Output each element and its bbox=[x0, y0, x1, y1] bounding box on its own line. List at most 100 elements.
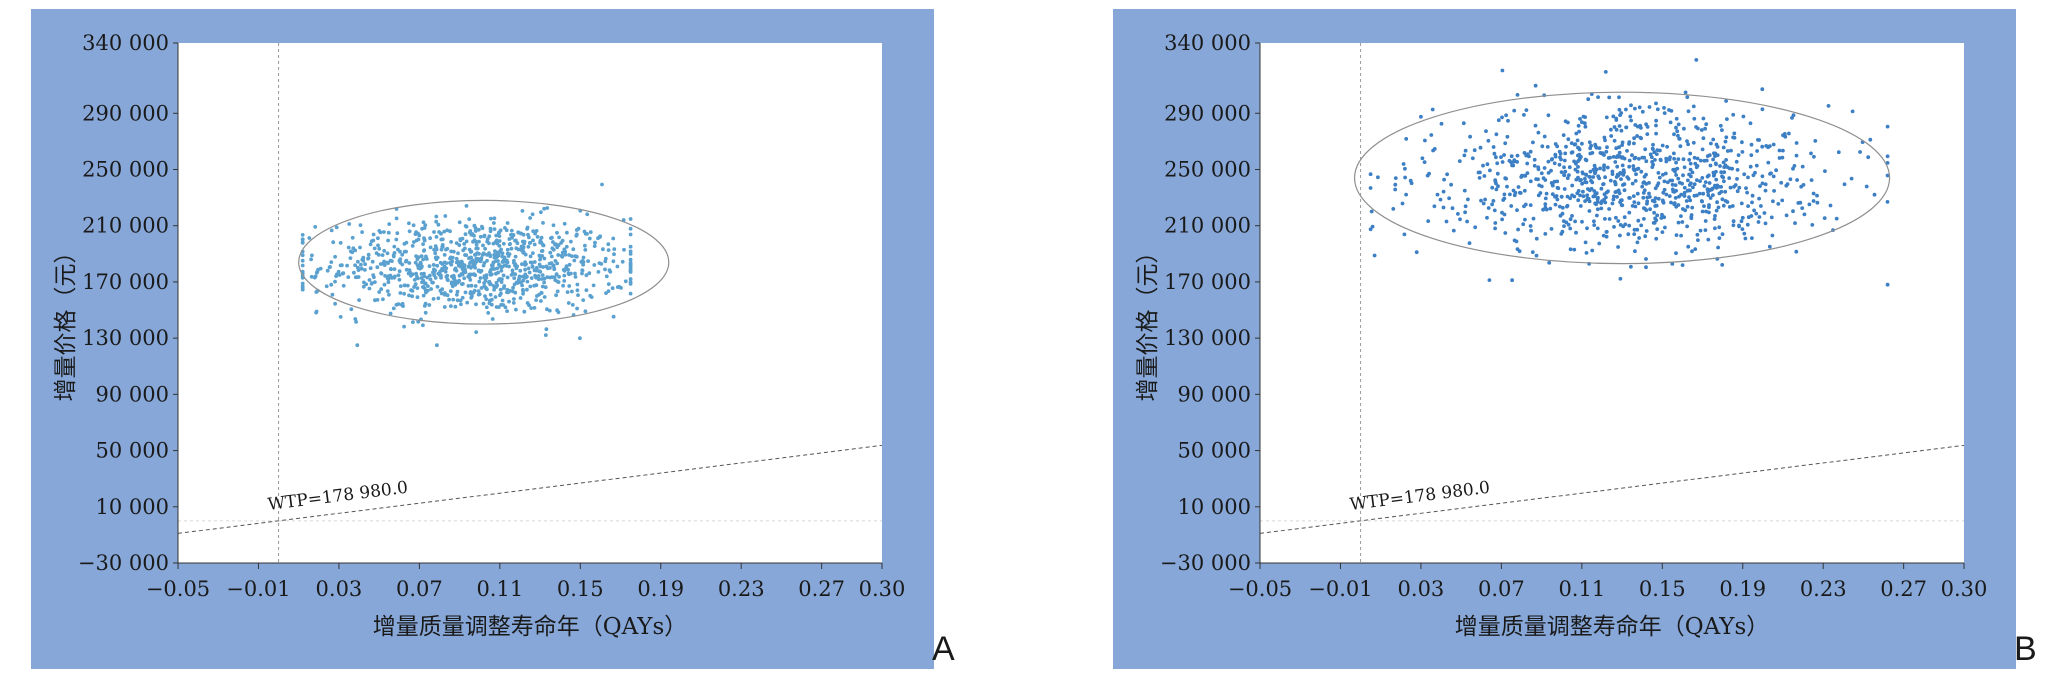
scatter-point bbox=[1581, 194, 1586, 199]
scatter-point bbox=[1588, 175, 1592, 179]
scatter-point bbox=[1574, 177, 1579, 182]
scatter-point bbox=[612, 252, 616, 257]
scatter-point bbox=[1522, 188, 1527, 193]
scatter-point bbox=[1645, 132, 1650, 137]
scatter-point bbox=[1641, 191, 1646, 195]
scatter-point bbox=[1614, 175, 1619, 179]
scatter-point bbox=[1522, 204, 1526, 209]
scatter-point bbox=[1622, 215, 1627, 220]
scatter-point bbox=[359, 266, 364, 271]
scatter-point bbox=[512, 297, 516, 301]
scatter-point bbox=[1616, 245, 1620, 249]
scatter-point bbox=[512, 282, 517, 287]
scatter-point bbox=[404, 240, 409, 245]
scatter-point bbox=[529, 306, 534, 310]
scatter-point bbox=[1772, 189, 1776, 193]
scatter-point bbox=[1670, 262, 1675, 266]
scatter-point bbox=[1482, 174, 1487, 178]
scatter-point bbox=[1619, 177, 1623, 182]
scatter-point bbox=[1720, 174, 1724, 179]
scatter-point bbox=[1680, 181, 1684, 186]
scatter-point bbox=[1534, 236, 1539, 241]
scatter-point bbox=[1616, 219, 1621, 223]
scatter-point bbox=[1580, 141, 1584, 146]
scatter-point bbox=[1601, 233, 1606, 238]
scatter-point bbox=[1637, 157, 1641, 161]
scatter-point bbox=[511, 301, 516, 305]
scatter-point bbox=[1708, 163, 1713, 168]
scatter-point bbox=[1690, 170, 1695, 175]
y-tick-label: −30 000 bbox=[1160, 551, 1251, 575]
scatter-point bbox=[1685, 188, 1690, 193]
scatter-point bbox=[1655, 183, 1660, 188]
scatter-point bbox=[1692, 116, 1697, 121]
scatter-point bbox=[1648, 207, 1652, 212]
scatter-point bbox=[477, 252, 481, 256]
scatter-point bbox=[336, 269, 341, 274]
scatter-point bbox=[458, 260, 463, 264]
scatter-point bbox=[576, 293, 580, 297]
scatter-point bbox=[1695, 156, 1700, 161]
scatter-point bbox=[1714, 169, 1718, 174]
scatter-point bbox=[531, 238, 535, 243]
scatter-point bbox=[492, 221, 496, 225]
scatter-point bbox=[570, 289, 574, 294]
scatter-point bbox=[1583, 124, 1588, 129]
scatter-point bbox=[1653, 196, 1658, 201]
scatter-point bbox=[439, 275, 443, 280]
scatter-point bbox=[1569, 141, 1574, 146]
scatter-point bbox=[1641, 195, 1646, 200]
y-tick-label: 130 000 bbox=[1164, 326, 1251, 350]
scatter-point bbox=[599, 262, 604, 266]
scatter-point bbox=[514, 307, 518, 312]
scatter-point bbox=[1576, 165, 1580, 169]
scatter-point bbox=[628, 268, 633, 273]
scatter-point bbox=[433, 276, 438, 280]
scatter-point bbox=[1680, 263, 1685, 267]
scatter-point bbox=[445, 246, 450, 251]
scatter-point bbox=[557, 274, 561, 279]
scatter-point bbox=[432, 247, 436, 252]
scatter-point bbox=[1787, 131, 1791, 136]
scatter-point bbox=[1401, 162, 1406, 166]
scatter-point bbox=[573, 254, 578, 259]
scatter-point bbox=[1528, 224, 1533, 228]
scatter-point bbox=[1605, 165, 1610, 170]
scatter-point bbox=[458, 264, 463, 269]
scatter-point bbox=[1691, 140, 1696, 145]
scatter-point bbox=[1709, 141, 1713, 146]
scatter-point bbox=[547, 308, 552, 313]
scatter-point bbox=[341, 271, 346, 276]
scatter-point bbox=[1654, 118, 1658, 123]
scatter-point bbox=[1563, 151, 1568, 156]
scatter-point bbox=[1794, 249, 1799, 254]
scatter-point bbox=[419, 272, 424, 276]
scatter-point bbox=[398, 249, 402, 254]
scatter-point bbox=[466, 284, 471, 288]
scatter-point bbox=[414, 271, 418, 276]
scatter-point bbox=[1560, 229, 1565, 234]
scatter-point bbox=[1467, 241, 1472, 246]
scatter-point bbox=[1503, 176, 1508, 181]
scatter-point bbox=[1685, 224, 1689, 229]
scatter-point bbox=[1466, 197, 1470, 202]
scatter-point bbox=[622, 247, 626, 252]
scatter-point bbox=[513, 262, 518, 266]
scatter-point bbox=[1502, 153, 1506, 157]
scatter-point bbox=[1508, 192, 1512, 197]
scatter-point bbox=[1701, 191, 1706, 196]
scatter-point bbox=[1515, 93, 1520, 97]
scatter-point bbox=[330, 292, 335, 297]
scatter-point bbox=[421, 278, 426, 283]
scatter-point bbox=[1749, 214, 1754, 218]
scatter-point bbox=[575, 306, 579, 311]
scatter-point bbox=[1685, 95, 1690, 99]
scatter-point bbox=[543, 285, 548, 290]
scatter-point bbox=[1745, 190, 1749, 195]
scatter-point bbox=[394, 302, 399, 307]
scatter-point bbox=[562, 273, 567, 278]
scatter-point bbox=[434, 235, 439, 239]
scatter-point bbox=[457, 279, 461, 284]
scatter-point bbox=[460, 282, 464, 286]
scatter-point bbox=[1546, 159, 1551, 164]
